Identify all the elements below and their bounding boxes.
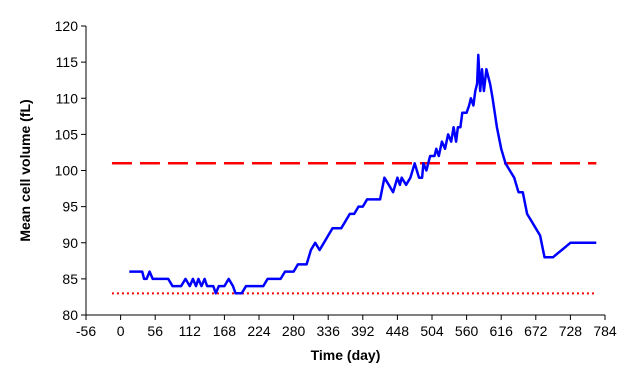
y-tick-label: 90 (62, 235, 78, 251)
reference-lines (111, 162, 597, 295)
y-axis-title: Mean cell volume (fL) (17, 99, 33, 241)
y-tick-label: 110 (56, 90, 79, 106)
x-tick-label: 112 (179, 323, 202, 339)
y-tick-label: 105 (55, 126, 79, 142)
x-tick-label: 784 (593, 323, 617, 339)
data-series (129, 53, 597, 295)
axes (81, 25, 606, 320)
x-tick-label: -56 (76, 323, 96, 339)
x-tick-label: 56 (147, 323, 163, 339)
x-tick-label: 0 (117, 323, 125, 339)
x-tick-label: 392 (351, 323, 375, 339)
y-tick-label: 95 (62, 199, 78, 215)
y-tick-label: 120 (55, 18, 79, 34)
x-tick-label: 672 (524, 323, 548, 339)
x-axis-title: Time (day) (311, 347, 381, 363)
mcv-series-line (129, 53, 597, 295)
x-tick-label: 168 (213, 323, 237, 339)
y-tick-label: 80 (62, 307, 78, 323)
tick-labels: 80 85 90 95 100 105 110 115 120 -56 0 56 112 168 224 28… (55, 18, 617, 339)
y-tick-label: 100 (55, 163, 79, 179)
x-tick-label: 560 (455, 323, 479, 339)
x-tick-label: 728 (559, 323, 583, 339)
x-tick-label: 336 (317, 323, 341, 339)
y-tick-label: 115 (56, 54, 79, 70)
x-tick-label: 616 (490, 323, 514, 339)
x-tick-label: 224 (247, 323, 271, 339)
x-tick-label: 448 (386, 323, 410, 339)
x-tick-label: 280 (282, 323, 306, 339)
y-tick-label: 85 (62, 271, 78, 287)
x-tick-label: 504 (420, 323, 444, 339)
